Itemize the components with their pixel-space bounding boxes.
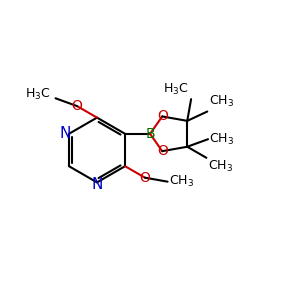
Text: O: O xyxy=(140,171,150,185)
Text: N: N xyxy=(91,177,103,192)
Text: CH$_3$: CH$_3$ xyxy=(208,159,233,174)
Text: N: N xyxy=(59,126,71,141)
Text: CH$_3$: CH$_3$ xyxy=(169,174,194,189)
Text: CH$_3$: CH$_3$ xyxy=(209,132,235,147)
Text: B: B xyxy=(145,127,155,141)
Text: O: O xyxy=(157,110,168,123)
Text: CH$_3$: CH$_3$ xyxy=(209,94,234,109)
Text: O: O xyxy=(72,98,83,112)
Text: H$_3$C: H$_3$C xyxy=(25,87,50,102)
Text: O: O xyxy=(157,144,168,158)
Text: H$_3$C: H$_3$C xyxy=(163,82,188,97)
